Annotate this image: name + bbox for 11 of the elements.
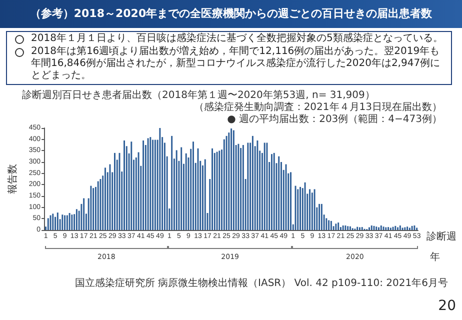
text: 年 — [430, 251, 440, 264]
chart-title: （参考）2018～2020年までの全医療機関からの週ごとの百日せきの届出患者数 — [0, 0, 462, 28]
text: ● 週の平均届出数：203例（範囲：4−473例） — [227, 112, 442, 126]
text: 20 — [438, 298, 456, 314]
text: 国立感染症研究所 病原微生物検出情報（IASR） Vol. 42 p109-110: 2021年6月号 — [74, 276, 448, 290]
y-axis-title: 報告数 — [6, 164, 18, 194]
text: 2018年は第16週頃より届出数が増え始め，年間で12,116例の届出があった。翌2019年も年間16,846例が届出されたが，新型コロナウイルス感染症が流行した2020年は2,947例にとどまった。 — [31, 46, 442, 82]
text: （感染症発生動向調査：2021年４月13日現在届出数） — [194, 100, 442, 114]
x-axis-title: 診断週 — [426, 230, 457, 242]
chart-subtitle: 診断週別百日せき患者届出数（2018年第１週〜2020年第53週, n= 31,909） — [22, 88, 375, 102]
text: 2018年１月１日より、百日咳は感染症法に基づく全数把握対象の5類感染症となっている。 — [31, 33, 444, 45]
